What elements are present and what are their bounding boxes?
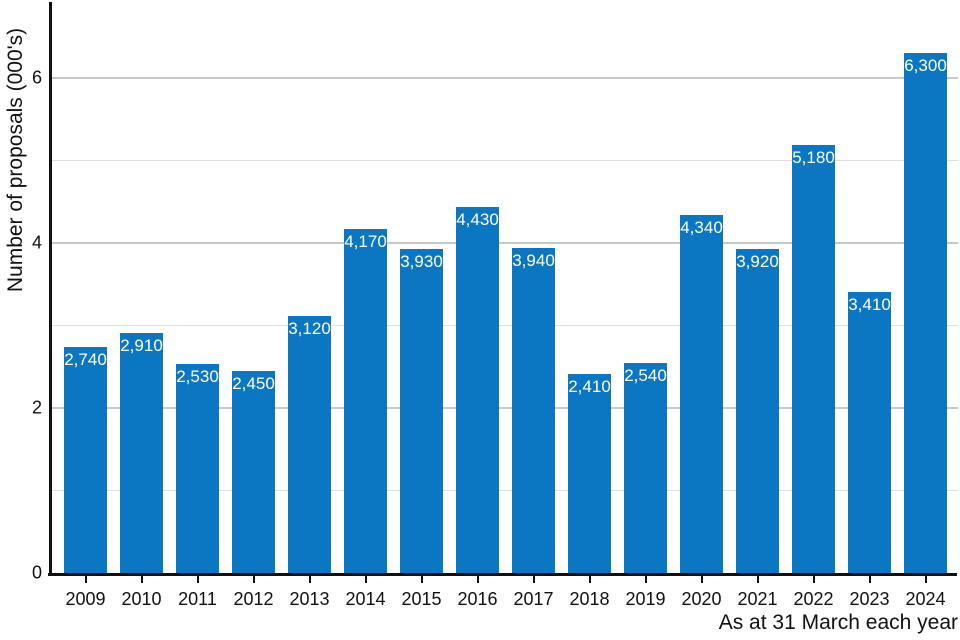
x-tick-label-2015: 2015	[401, 589, 442, 609]
x-tick-label-2016: 2016	[457, 589, 498, 609]
plot-area: 2,740 2,910 2,530 2,450 3,120 4,170 3,930 4,430…	[52, 0, 958, 573]
y-tick-label-0: 0	[31, 562, 42, 583]
x-tick	[756, 576, 759, 583]
bar-value-label: 4,430	[456, 210, 499, 230]
x-tick-label-2011: 2011	[178, 589, 217, 609]
bar-value-label: 6,300	[904, 56, 947, 76]
x-tick	[868, 576, 871, 583]
x-tick-label-2017: 2017	[513, 589, 554, 609]
bar-value-label: 3,940	[512, 250, 555, 270]
bar-2022: 5,180	[791, 145, 836, 573]
bar-2013: 3,120	[287, 315, 332, 573]
x-tick-label-2013: 2013	[289, 589, 330, 609]
x-tick-label-2009: 2009	[65, 589, 106, 609]
x-tick-label-2020: 2020	[681, 589, 722, 609]
x-tick	[700, 576, 703, 583]
bar-2023: 3,410	[847, 291, 892, 573]
bar-value-label: 5,180	[792, 148, 835, 168]
x-tick-label-2021: 2021	[737, 589, 778, 609]
bar-2011: 2,530	[175, 364, 220, 573]
bar-value-label: 3,410	[848, 294, 891, 314]
x-tick	[812, 576, 815, 583]
bar-2018: 2,410	[567, 374, 612, 573]
x-tick-label-2019: 2019	[625, 589, 666, 609]
x-tick-label-2023: 2023	[849, 589, 890, 609]
bar-2020: 4,340	[679, 214, 724, 573]
x-tick	[364, 576, 367, 583]
bar-value-label: 4,340	[680, 217, 723, 237]
x-tick-label-2014: 2014	[345, 589, 386, 609]
gridline-5	[52, 160, 958, 162]
x-tick	[476, 576, 479, 583]
x-tick-label-2024: 2024	[905, 589, 946, 609]
x-tick	[924, 576, 927, 583]
x-tick	[420, 576, 423, 583]
y-tick-label-2: 2	[31, 397, 42, 418]
x-tick	[644, 576, 647, 583]
bar-value-label: 2,910	[120, 335, 163, 355]
bar-value-label: 4,170	[344, 231, 387, 251]
bar-2015: 3,930	[399, 248, 444, 573]
y-tick-label-4: 4	[31, 232, 42, 253]
bar-value-label: 3,920	[736, 252, 779, 272]
bar-value-label: 2,530	[176, 367, 219, 387]
bar-value-label: 2,450	[232, 373, 275, 393]
bar-2024: 6,300	[903, 53, 948, 573]
x-tick	[532, 576, 535, 583]
x-tick	[308, 576, 311, 583]
bar-value-label: 3,930	[400, 251, 443, 271]
bar-2010: 2,910	[119, 332, 164, 573]
bar-2017: 3,940	[511, 247, 556, 573]
x-tick	[140, 576, 143, 583]
y-axis-line	[49, 2, 52, 576]
x-tick-label-2010: 2010	[121, 589, 162, 609]
x-axis-note: As at 31 March each year	[718, 611, 958, 634]
x-tick	[588, 576, 591, 583]
x-tick-label-2022: 2022	[793, 589, 834, 609]
bar-2021: 3,920	[735, 249, 780, 573]
bar-2016: 4,430	[455, 207, 500, 573]
bar-2009: 2,740	[63, 346, 108, 573]
x-tick	[196, 576, 199, 583]
gridline-1	[52, 490, 958, 492]
bar-2012: 2,450	[231, 370, 276, 573]
x-axis-line	[48, 573, 957, 576]
gridline-6	[52, 76, 958, 79]
x-tick	[84, 576, 87, 583]
y-tick-label-6: 6	[31, 67, 42, 88]
gridline-4	[52, 241, 958, 244]
gridline-2	[52, 406, 958, 409]
x-tick-label-2018: 2018	[569, 589, 610, 609]
x-tick-label-2012: 2012	[233, 589, 274, 609]
bar-value-label: 3,120	[288, 318, 331, 338]
bar-2019: 2,540	[623, 363, 668, 573]
x-tick	[252, 576, 255, 583]
bar-value-label: 2,740	[64, 349, 107, 369]
bar-value-label: 2,540	[624, 366, 667, 386]
bar-2014: 4,170	[343, 228, 388, 573]
gridline-3	[52, 325, 958, 327]
bar-value-label: 2,410	[568, 377, 611, 397]
